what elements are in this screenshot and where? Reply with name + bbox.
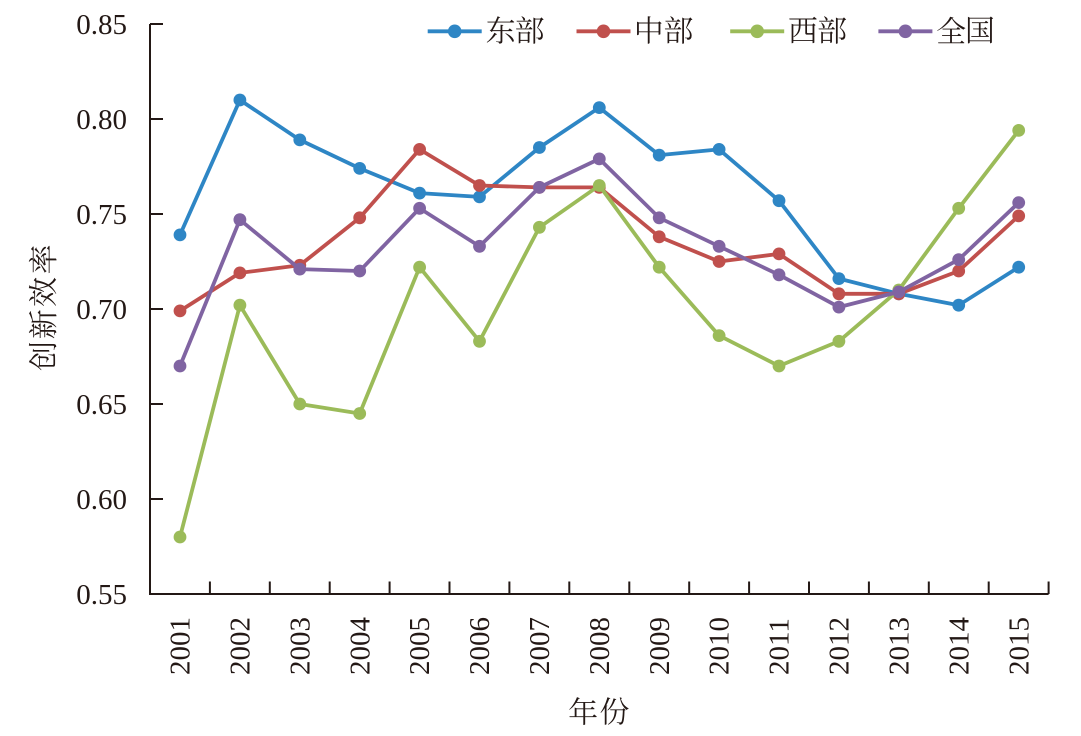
svg-text:0.70: 0.70 — [76, 294, 127, 326]
svg-text:2014: 2014 — [943, 617, 975, 676]
svg-text:2010: 2010 — [704, 617, 736, 675]
svg-text:2003: 2003 — [284, 617, 316, 675]
svg-text:2008: 2008 — [584, 617, 616, 675]
svg-text:2012: 2012 — [824, 617, 856, 675]
svg-text:2001: 2001 — [165, 617, 197, 675]
svg-text:0.65: 0.65 — [76, 389, 127, 421]
svg-text:0.80: 0.80 — [76, 104, 127, 136]
svg-text:2009: 2009 — [644, 617, 676, 675]
svg-text:0.55: 0.55 — [76, 579, 127, 611]
svg-text:2013: 2013 — [883, 617, 915, 675]
svg-text:2002: 2002 — [225, 617, 257, 675]
svg-text:2006: 2006 — [464, 617, 496, 675]
svg-text:0.85: 0.85 — [76, 9, 127, 41]
svg-text:2007: 2007 — [524, 617, 556, 675]
svg-text:2005: 2005 — [404, 617, 436, 675]
svg-text:2015: 2015 — [1003, 617, 1035, 675]
svg-text:2004: 2004 — [344, 617, 376, 676]
svg-text:2011: 2011 — [764, 618, 796, 675]
svg-text:0.75: 0.75 — [76, 199, 127, 231]
svg-text:0.60: 0.60 — [76, 484, 127, 516]
